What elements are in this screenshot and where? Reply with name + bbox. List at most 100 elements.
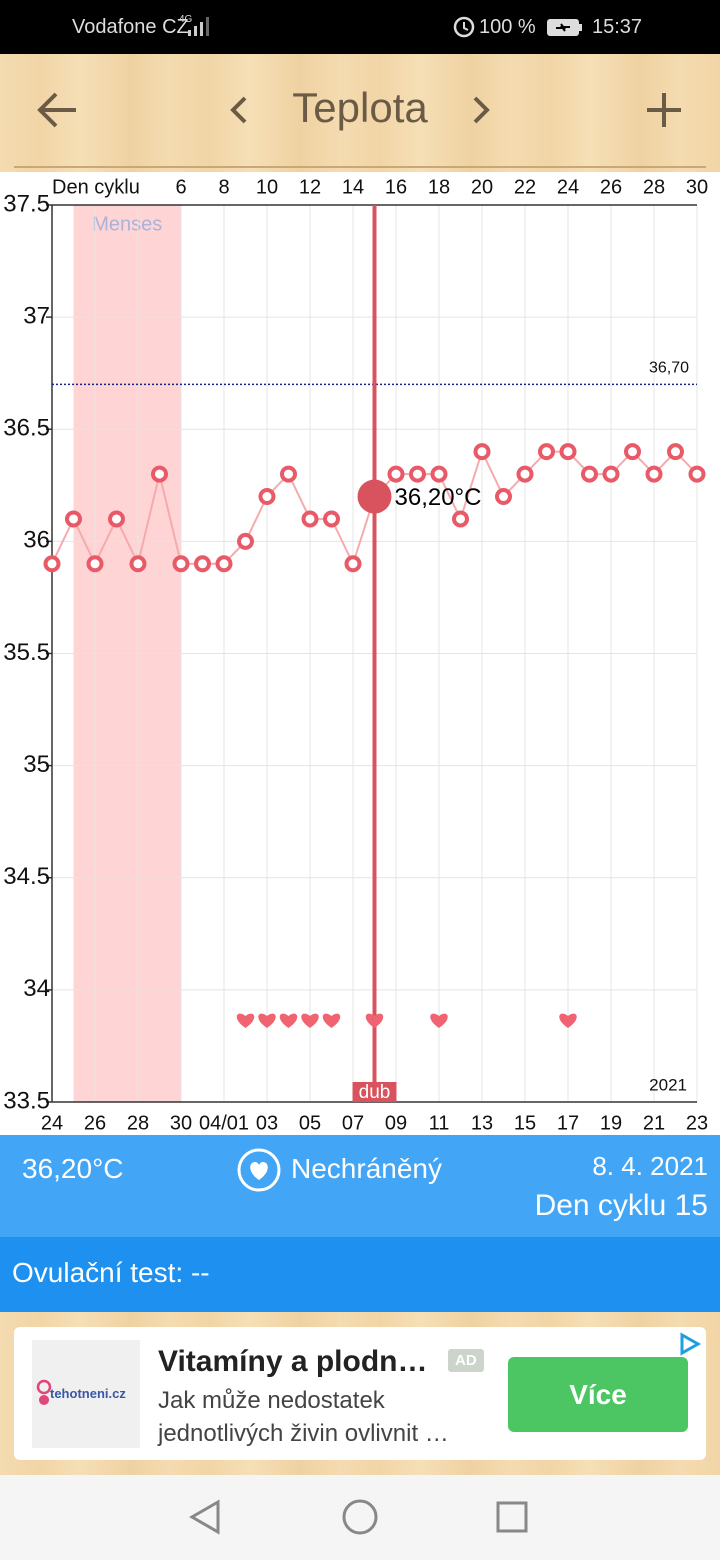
x-tick-label: 13 bbox=[471, 1112, 493, 1134]
selected-point bbox=[357, 479, 392, 514]
prev-button[interactable] bbox=[228, 94, 250, 126]
x-tick-label: 21 bbox=[643, 1112, 665, 1134]
temperature-point bbox=[452, 510, 469, 528]
temperature-point bbox=[473, 443, 491, 461]
temperature-point bbox=[688, 465, 706, 483]
y-tick-label: 37.5 bbox=[3, 190, 50, 217]
reference-label: 36,70 bbox=[649, 360, 689, 377]
top-tick-label: 22 bbox=[514, 176, 536, 198]
x-tick-label: 03 bbox=[256, 1112, 278, 1134]
y-tick-label: 33.5 bbox=[3, 1087, 50, 1114]
ovulation-text: Ovulační test: -- bbox=[12, 1257, 210, 1288]
nav-recents[interactable] bbox=[496, 1501, 528, 1533]
y-tick-label: 35.5 bbox=[3, 639, 50, 666]
top-tick-label: 14 bbox=[342, 176, 364, 198]
add-button[interactable] bbox=[644, 90, 684, 130]
ad-area: tehotneni.cz Vitamíny a plodn… AD Jak mů… bbox=[0, 1312, 720, 1475]
x-tick-label: 28 bbox=[127, 1112, 149, 1134]
top-tick-label: 20 bbox=[471, 176, 493, 198]
battery-level: 100 % bbox=[479, 16, 536, 38]
carrier: Vodafone CZ bbox=[72, 16, 189, 38]
temperature-point bbox=[301, 510, 319, 528]
temperature-point bbox=[323, 510, 340, 528]
temperature-point bbox=[387, 465, 405, 483]
temperature-point bbox=[538, 443, 555, 461]
back-button[interactable] bbox=[36, 90, 80, 130]
y-tick-label: 37 bbox=[23, 302, 50, 329]
navigation-bar bbox=[0, 1475, 720, 1560]
temperature-point bbox=[172, 555, 190, 573]
protection-icon bbox=[237, 1148, 281, 1192]
temperature-point bbox=[344, 555, 362, 573]
selected-label: 36,20°C bbox=[395, 484, 482, 511]
ad-choices-icon[interactable] bbox=[678, 1332, 702, 1356]
ad-button[interactable]: Více bbox=[508, 1357, 688, 1432]
app-header: Teplota bbox=[0, 54, 720, 172]
intercourse-heart bbox=[322, 1013, 341, 1028]
ad-card[interactable]: tehotneni.cz Vitamíny a plodn… AD Jak mů… bbox=[14, 1327, 706, 1460]
top-tick-label: 30 bbox=[686, 176, 708, 198]
top-tick-label: 18 bbox=[428, 176, 450, 198]
temperature-point bbox=[215, 555, 233, 573]
x-tick-label: 19 bbox=[600, 1112, 622, 1134]
top-tick-label: 10 bbox=[256, 176, 278, 198]
header-rule bbox=[14, 166, 706, 168]
y-tick-label: 36 bbox=[23, 527, 50, 554]
signal-icon bbox=[188, 17, 209, 36]
nav-back[interactable] bbox=[188, 1499, 220, 1535]
temperature-point bbox=[430, 465, 448, 483]
x-axis-label: Den cyklu bbox=[52, 176, 140, 198]
date: 8. 4. 2021 bbox=[592, 1151, 708, 1181]
x-tick-label: 30 bbox=[170, 1112, 192, 1134]
screen-title: Teplota bbox=[292, 84, 428, 131]
top-tick-label: 8 bbox=[218, 176, 229, 198]
ad-logo: tehotneni.cz bbox=[32, 1340, 140, 1448]
intercourse-heart bbox=[430, 1013, 448, 1028]
nav-home[interactable] bbox=[342, 1499, 378, 1535]
ad-badge: AD bbox=[448, 1349, 484, 1372]
alarm-icon bbox=[453, 16, 475, 38]
intercourse-heart bbox=[559, 1013, 577, 1028]
ovulation-test[interactable]: Ovulační test: -- bbox=[0, 1237, 720, 1312]
ad-text-line: Jak může nedostatek bbox=[158, 1387, 385, 1414]
temperature-point bbox=[409, 465, 426, 483]
temperature-point bbox=[151, 465, 168, 483]
selected-date-bg bbox=[352, 1082, 397, 1102]
x-tick-label: 17 bbox=[557, 1112, 579, 1134]
temperature-point bbox=[108, 510, 125, 528]
temperature-point bbox=[43, 555, 61, 573]
top-tick-label: 6 bbox=[175, 176, 186, 198]
ad-text-line: jednotlivých živin ovlivnit … bbox=[158, 1420, 449, 1447]
status-bar: Vodafone CZ 4G 100 % 15:37 bbox=[0, 0, 720, 54]
y-tick-label: 34.5 bbox=[3, 863, 50, 890]
intercourse-heart bbox=[279, 1013, 298, 1028]
top-tick-label: 12 bbox=[299, 176, 321, 198]
intercourse-heart bbox=[258, 1013, 276, 1028]
x-tick-label: 09 bbox=[385, 1112, 407, 1134]
intercourse-heart bbox=[365, 1013, 384, 1028]
year-label: 2021 bbox=[649, 1075, 687, 1094]
x-tick-label: 24 bbox=[41, 1112, 63, 1134]
x-tick-label: 11 bbox=[429, 1112, 450, 1134]
temperature-point bbox=[602, 465, 620, 483]
cycle-day: Den cyklu 15 bbox=[534, 1189, 708, 1222]
next-button[interactable] bbox=[470, 94, 492, 126]
temperature-point bbox=[667, 443, 684, 461]
temperature-point bbox=[645, 465, 663, 483]
y-tick-label: 36.5 bbox=[3, 415, 50, 442]
temperature-point bbox=[495, 488, 512, 506]
x-tick-label: 26 bbox=[84, 1112, 106, 1134]
y-tick-label: 35 bbox=[23, 751, 50, 778]
menses-label: Menses bbox=[92, 213, 162, 235]
temperature-point bbox=[624, 443, 641, 461]
temperature-point bbox=[258, 488, 276, 506]
x-tick-label: 04/01 bbox=[199, 1112, 249, 1134]
temperature-point bbox=[581, 465, 598, 483]
logo-mark bbox=[36, 1379, 52, 1405]
temperature-chart: Menses 33.5 34 34.5 35 35.5 36 36.5 37 37.5 24 26 28… bbox=[0, 172, 720, 1135]
selected-date-label: dub bbox=[359, 1082, 391, 1103]
temperature-point bbox=[237, 532, 254, 550]
logo-text: tehotneni.cz bbox=[50, 1386, 126, 1401]
